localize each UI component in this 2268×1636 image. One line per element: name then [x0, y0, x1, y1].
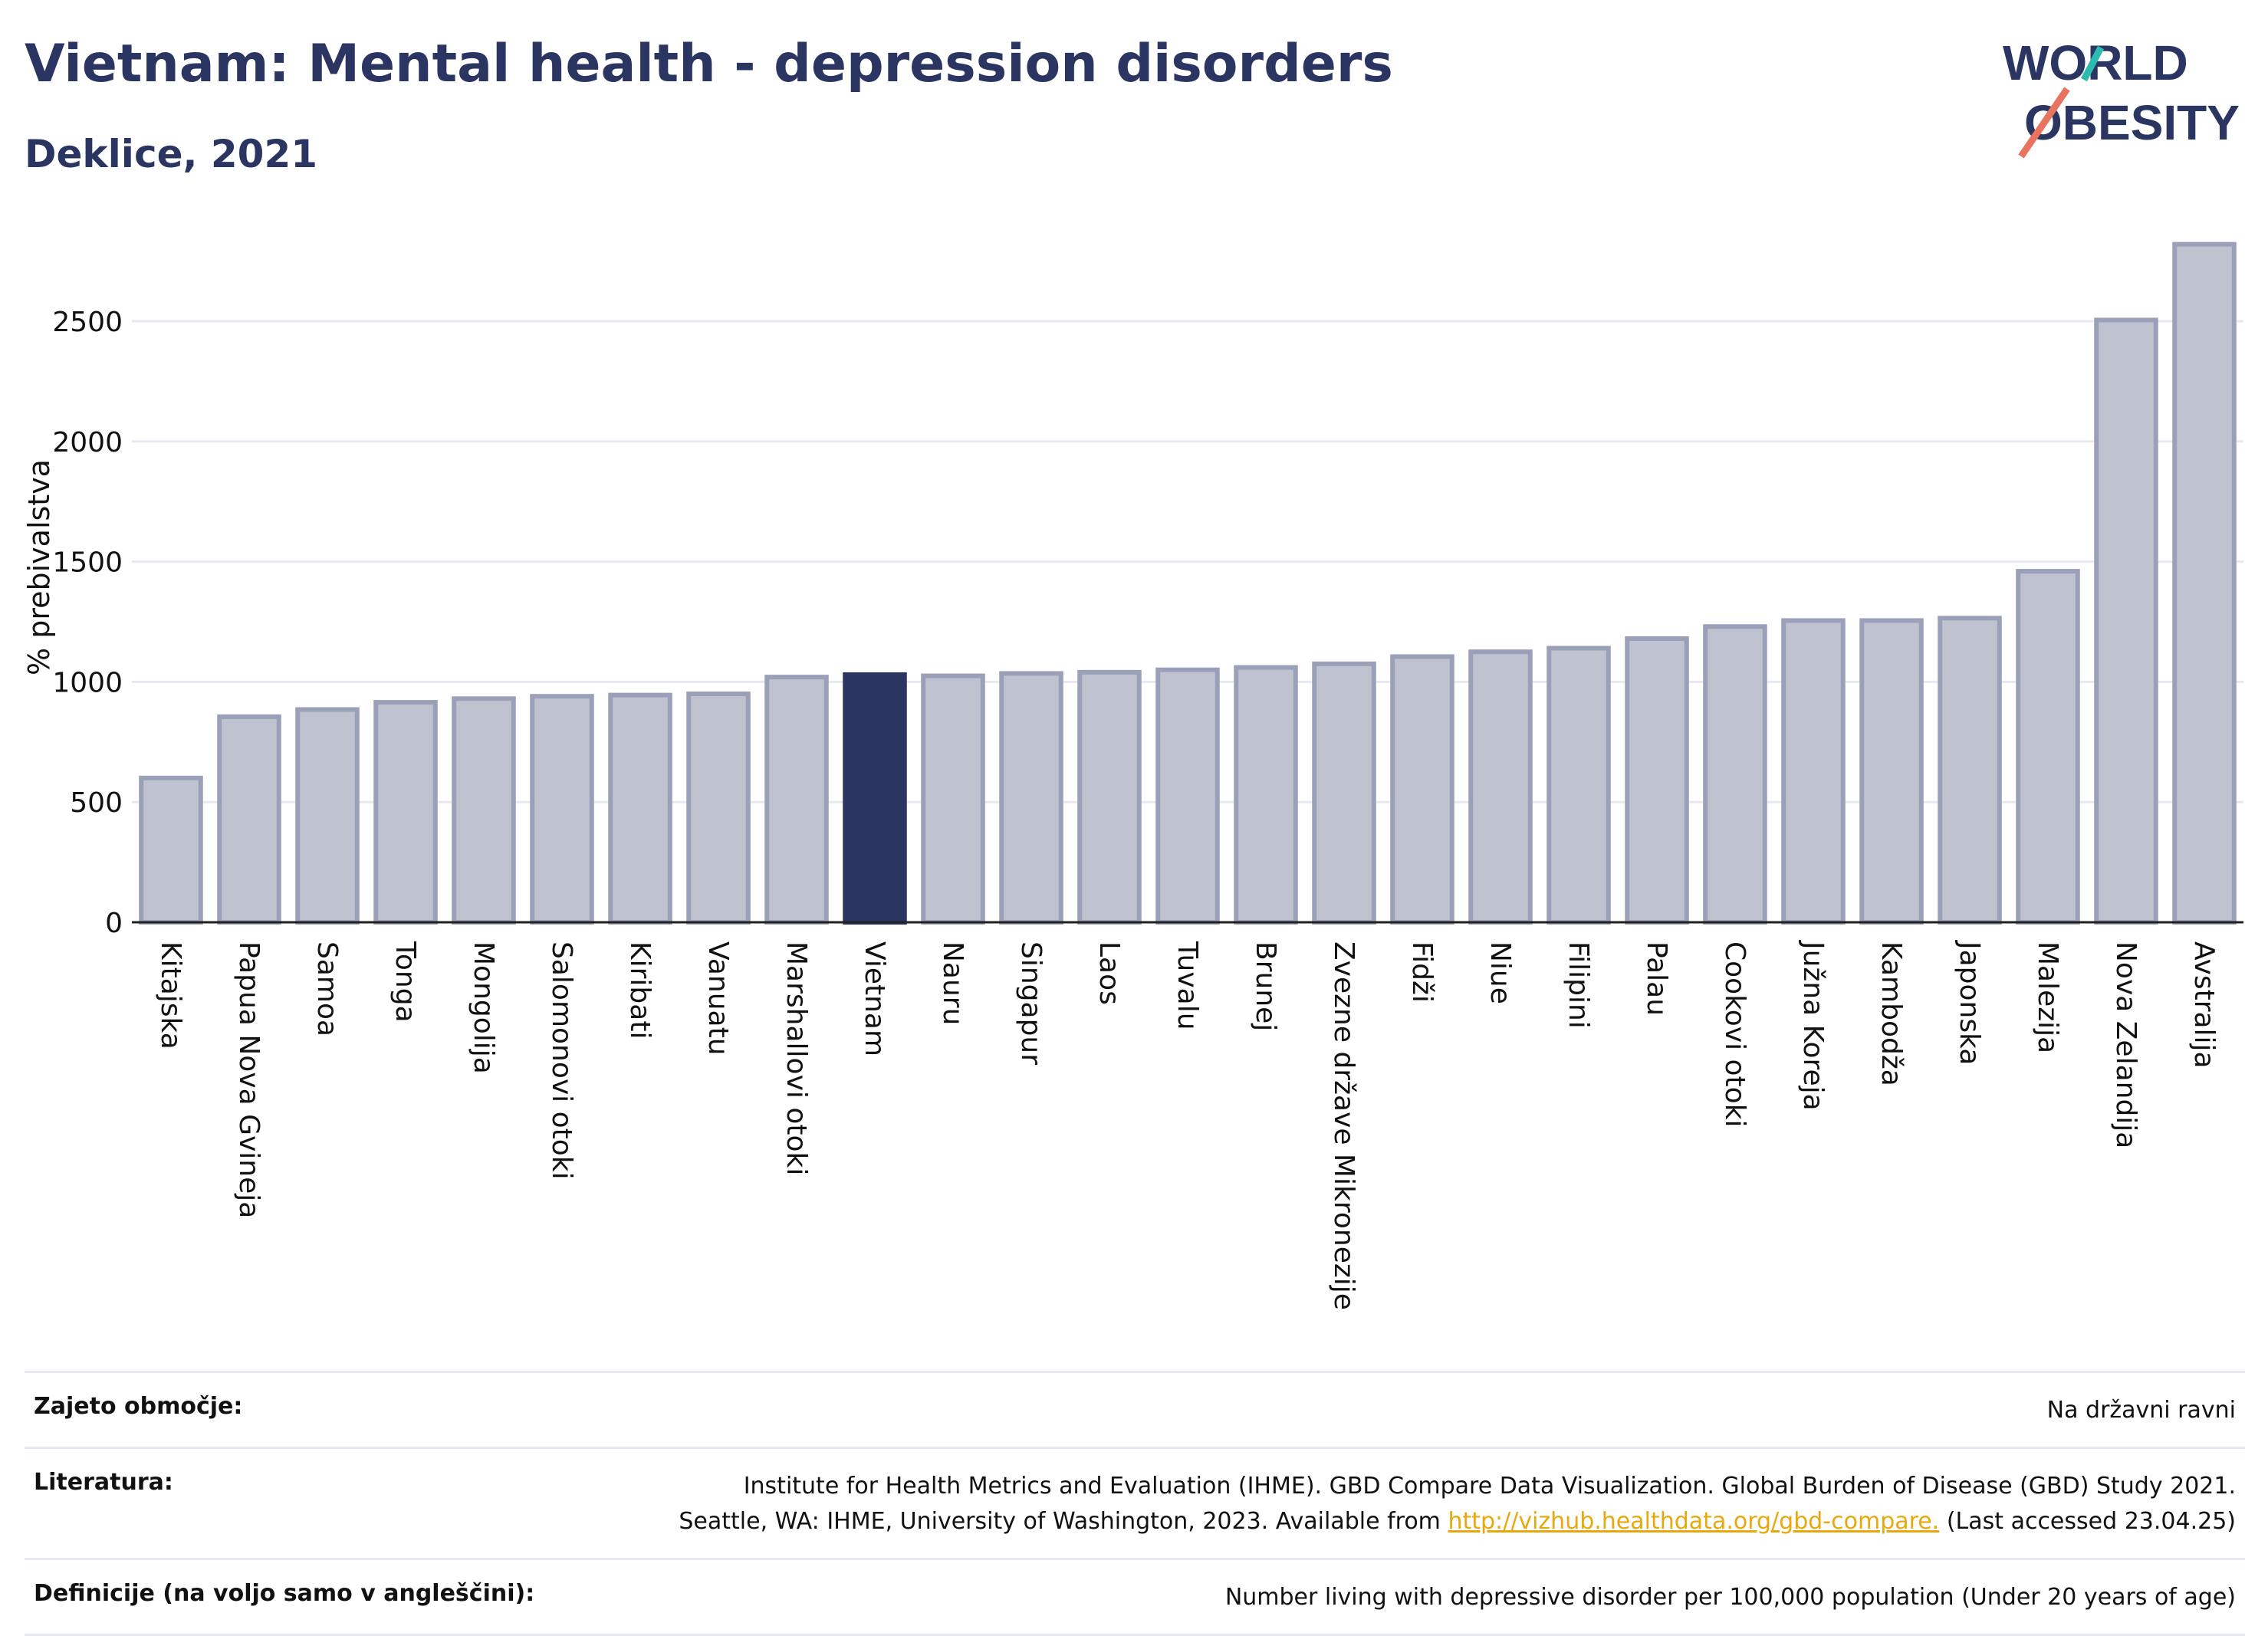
bar-ju-na-koreja[interactable] [1781, 618, 1846, 925]
bar-laos[interactable] [1077, 669, 1142, 925]
coverage-value: Na državni ravni [2046, 1397, 2236, 1424]
y-tick-label: 0 [105, 908, 123, 939]
bar-palau[interactable] [1625, 636, 1689, 925]
bar-samoa[interactable] [295, 707, 360, 925]
logo-teal-stroke [2081, 45, 2104, 82]
x-tick-label: Filipini [1563, 941, 1594, 1029]
x-tick-label: Malezija [2032, 941, 2063, 1053]
x-tick-label: Papua Nova Gvineja [233, 941, 265, 1218]
x-tick-label: Fidži [1406, 941, 1438, 1003]
bar-vanuatu[interactable] [686, 692, 751, 925]
footer-row-coverage: Zajeto območje: Na državni ravni [25, 1371, 2245, 1447]
bar-niue[interactable] [1468, 649, 1533, 925]
world-obesity-logo: WORLD OBESITY [2003, 35, 2240, 159]
bar-salomonovi-otoki[interactable] [530, 694, 594, 925]
y-tick-label: 2500 [52, 307, 123, 338]
x-tick-label: Nova Zelandija [2110, 941, 2141, 1148]
x-tick-label: Zvezne države Mikronezije [1328, 941, 1359, 1310]
x-tick-label: Kiribati [624, 941, 656, 1039]
bar-kambod-a[interactable] [1859, 618, 1924, 925]
x-axis-labels: Kitajska Papua Nova Gvineja Samoa Tonga Mong… [155, 940, 2220, 1310]
x-tick-label: Kitajska [155, 941, 186, 1050]
x-tick-label: Brunej [1250, 941, 1281, 1031]
definition-label: Definicije (na voljo samo v angleščini): [34, 1580, 535, 1607]
y-tick-label: 1000 [52, 667, 123, 698]
x-tick-label: Cookovi otoki [1719, 941, 1750, 1128]
footer-row-literature: Literatura: Institute for Health Metrics… [25, 1447, 2245, 1558]
coverage-label: Zajeto območje: [34, 1393, 243, 1420]
y-axis-label: % prebivalstva [22, 459, 56, 675]
x-tick-label: Tuvalu [1172, 941, 1203, 1030]
footer-row-definition: Definicije (na voljo samo v angleščini):… [25, 1558, 2245, 1636]
bar-nauru[interactable] [921, 673, 985, 925]
bar-singapur[interactable] [999, 671, 1063, 925]
literature-line2-prefix: Seattle, WA: IHME, University of Washing… [679, 1508, 1448, 1535]
x-tick-label: Avstralija [2188, 941, 2220, 1069]
bar-japonska[interactable] [1938, 616, 2002, 925]
x-tick-label: Nauru [937, 941, 968, 1025]
x-tick-label: Mongolija [468, 941, 499, 1074]
x-tick-label: Palau [1641, 941, 1672, 1016]
y-tick-label: 2000 [52, 427, 123, 458]
x-tick-label: Salomonovi otoki [546, 941, 577, 1180]
bar-brunej[interactable] [1234, 665, 1298, 925]
bar-papua-nova-gvineja[interactable] [217, 714, 281, 925]
bar-avstralija[interactable] [2172, 241, 2237, 925]
bar-kiribati[interactable] [608, 692, 672, 925]
x-tick-label: Samoa [311, 941, 343, 1036]
x-tick-label: Tonga [390, 941, 421, 1023]
x-tick-label: Niue [1484, 941, 1516, 1004]
literature-line1: Institute for Health Metrics and Evaluat… [743, 1473, 2236, 1500]
bar-tonga[interactable] [373, 700, 438, 925]
literature-value: Institute for Health Metrics and Evaluat… [679, 1469, 2236, 1539]
bar-nova-zelandija[interactable] [2094, 317, 2158, 925]
y-tick-label: 1500 [52, 547, 123, 579]
x-tick-label: Kambodža [1875, 941, 1907, 1086]
y-tick-label: 500 [70, 787, 123, 819]
x-tick-label: Marshallovi otoki [781, 941, 812, 1175]
chart-subtitle: Deklice, 2021 [25, 132, 318, 176]
bar-zvezne-dr-ave-mikronezije[interactable] [1312, 661, 1376, 925]
y-axis-ticks: 0 500 1000 1500 2000 2500 [52, 307, 123, 939]
bar-tuvalu[interactable] [1155, 667, 1220, 925]
bar-vietnam[interactable] [843, 672, 907, 925]
bar-marshallovi-otoki[interactable] [764, 675, 829, 925]
x-tick-label: Vanuatu [702, 941, 734, 1056]
bar-kitajska[interactable] [139, 775, 203, 925]
bar-fid-i[interactable] [1390, 654, 1454, 925]
literature-line2-suffix: (Last accessed 23.04.25) [1939, 1508, 2236, 1535]
x-tick-label: Vietnam [859, 941, 890, 1056]
bar-malezija[interactable] [2016, 569, 2080, 925]
bar-cookovi-otoki[interactable] [1703, 624, 1767, 925]
x-tick-label: Japonska [1954, 940, 1985, 1065]
bar-chart: 0 500 1000 1500 2000 2500 Kitajska Papua Nova … [22, 241, 2243, 1310]
source-link[interactable]: http://vizhub.healthdata.org/gbd-compare… [1448, 1508, 1940, 1535]
chart-title: Vietnam: Mental health - depression diso… [25, 34, 1393, 94]
x-tick-label: Južna Koreja [1797, 940, 1829, 1111]
bar-filipini[interactable] [1547, 646, 1611, 925]
definition-value: Number living with depressive disorder p… [1224, 1584, 2236, 1611]
bar-mongolija[interactable] [452, 696, 516, 925]
bars [139, 241, 2237, 925]
x-tick-label: Singapur [1015, 941, 1047, 1065]
chart-footer: Zajeto območje: Na državni ravni Literat… [25, 1371, 2245, 1636]
logo-red-stroke [2018, 87, 2070, 159]
literature-label: Literatura: [34, 1469, 173, 1496]
x-tick-label: Laos [1093, 941, 1125, 1005]
